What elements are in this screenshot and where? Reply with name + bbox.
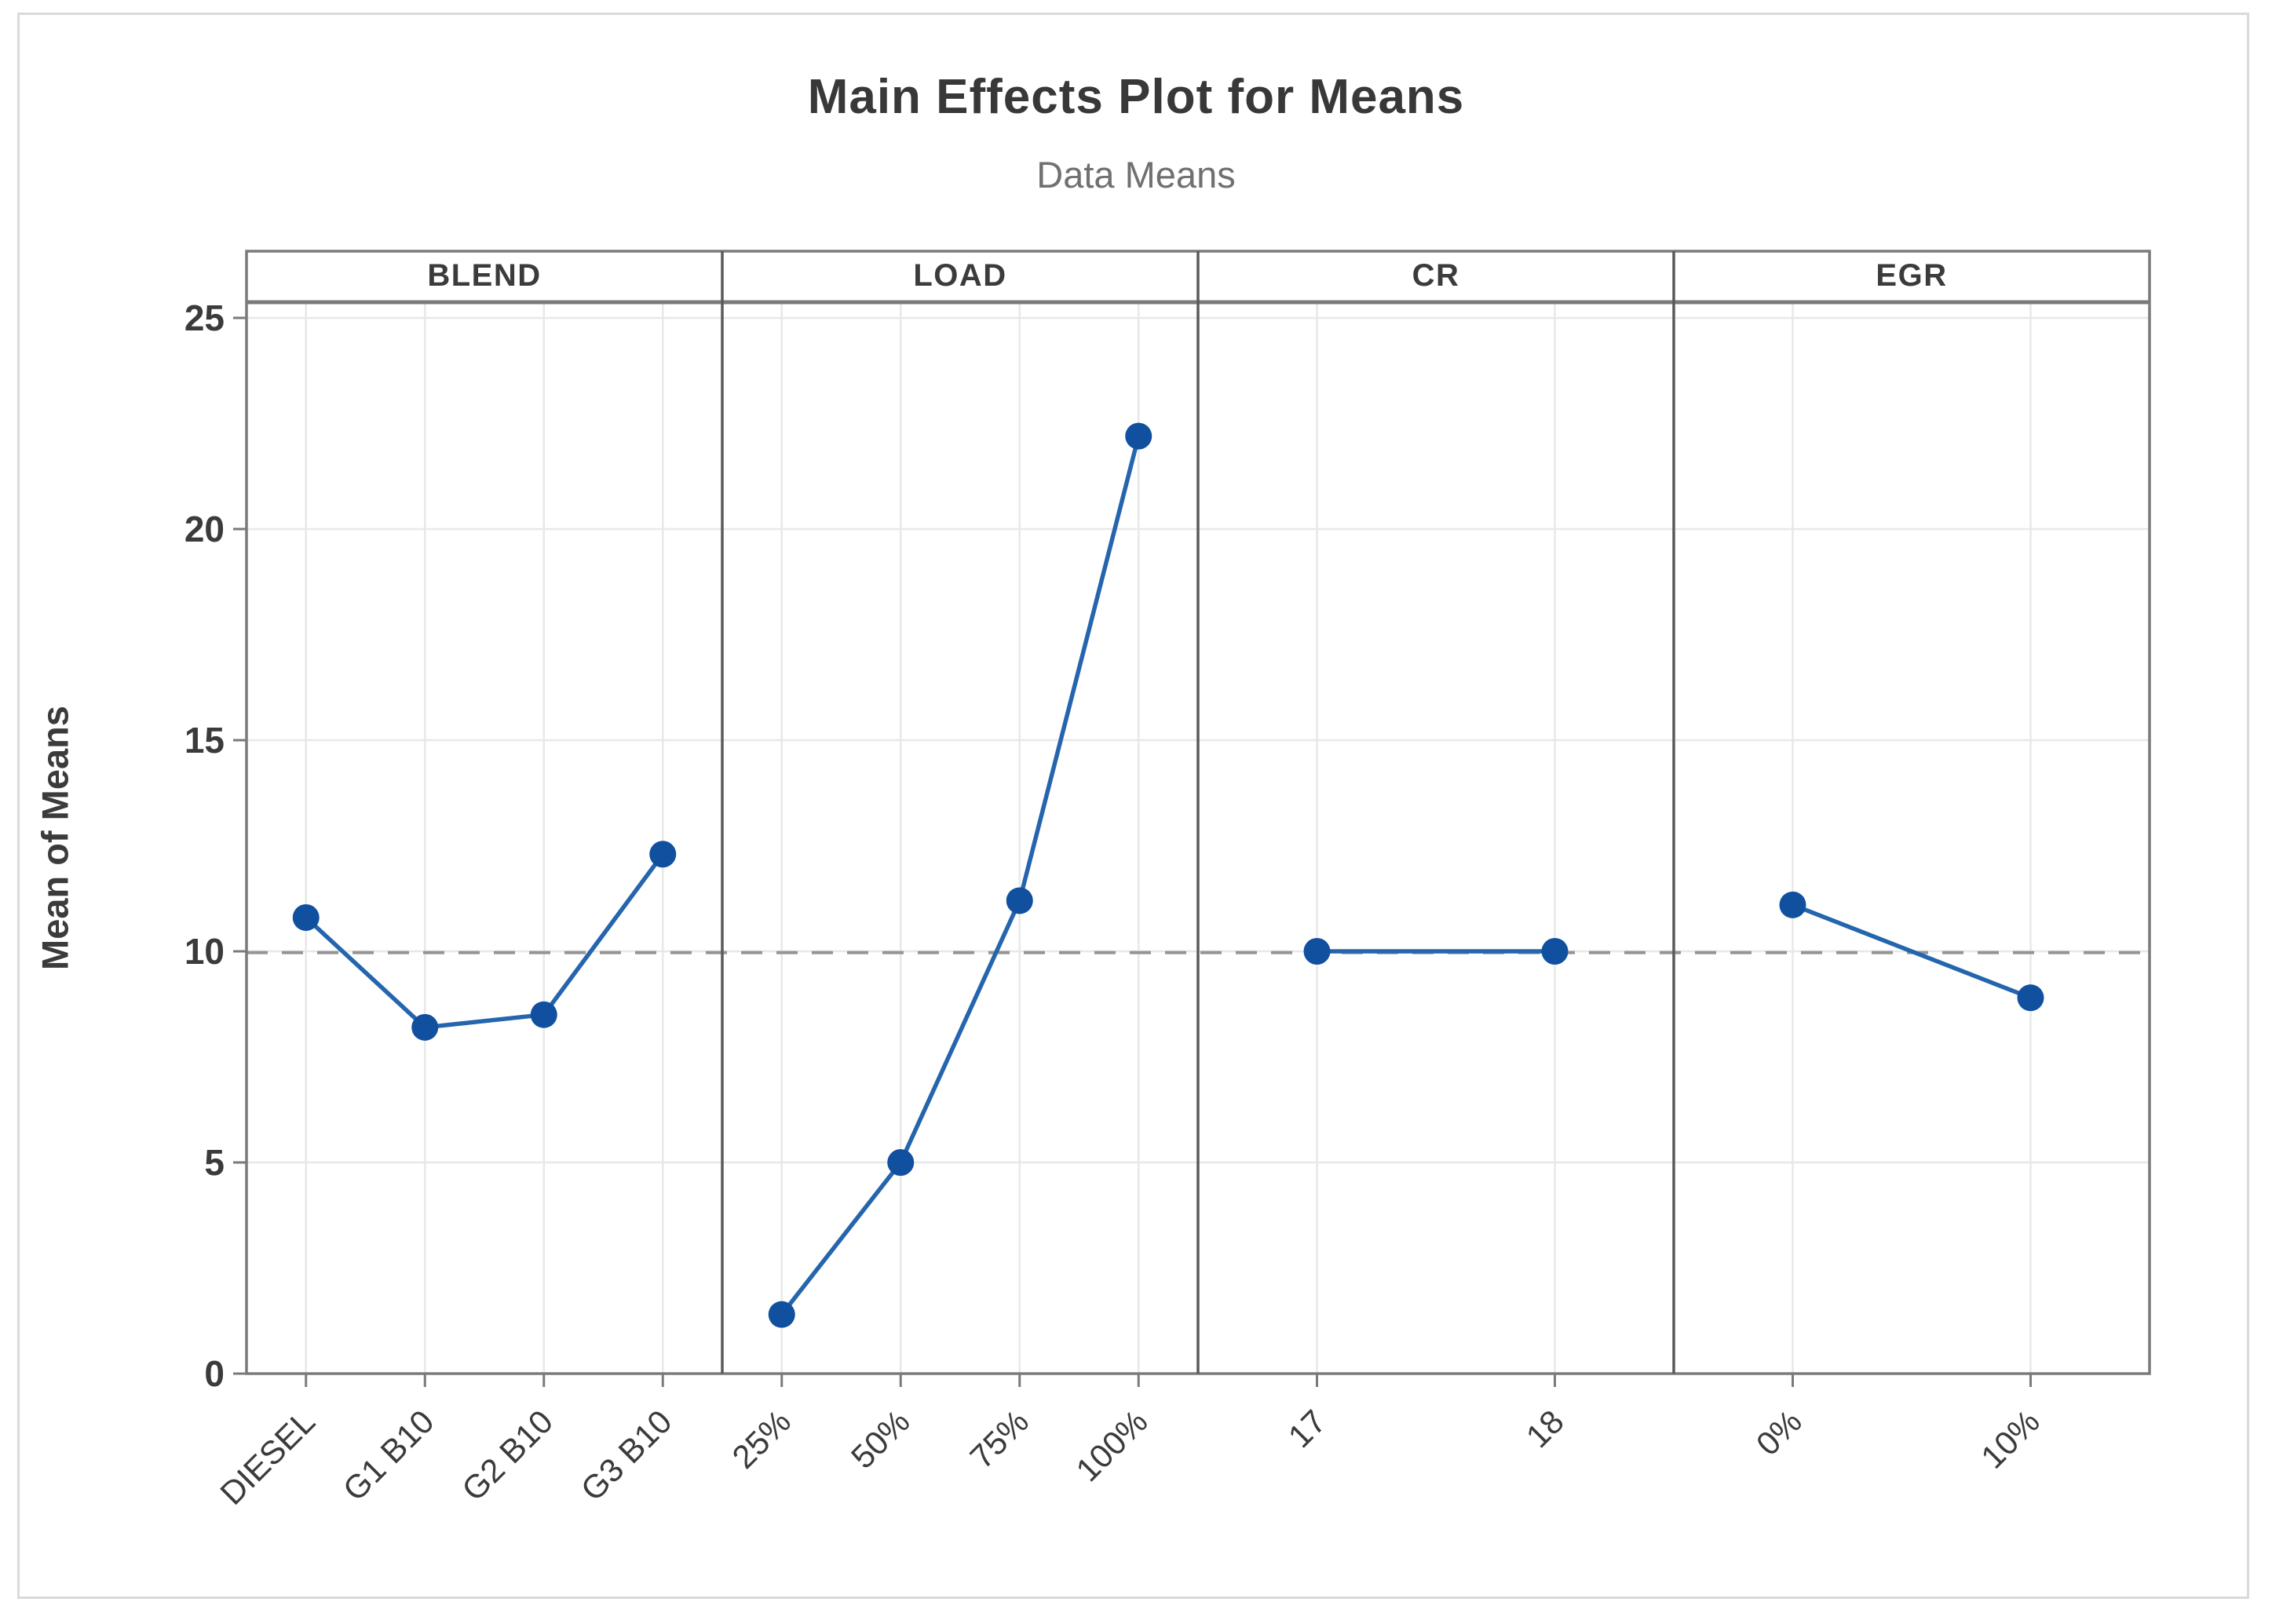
panel-header-label: LOAD: [913, 258, 1006, 293]
x-tick-label: 17: [1281, 1403, 1333, 1454]
panel-header-label: EGR: [1876, 258, 1947, 293]
x-tick-label: 75%: [962, 1403, 1036, 1476]
x-tick-label: G2 B10: [455, 1403, 560, 1508]
data-point: [292, 903, 320, 931]
chart-border: [17, 13, 2249, 1599]
y-tick-label: 0: [204, 1353, 225, 1394]
x-tick-label: G1 B10: [336, 1403, 441, 1508]
series-line: [304, 852, 665, 1030]
data-point: [411, 1013, 439, 1041]
panel-header-label: CR: [1412, 258, 1460, 293]
series-line: [1792, 903, 2032, 1000]
x-tick-label: 50%: [844, 1403, 917, 1476]
data-point: [649, 841, 677, 868]
data-point: [1125, 422, 1152, 450]
x-tick-label: 0%: [1749, 1403, 1809, 1462]
y-tick-label: 10: [184, 931, 225, 972]
panel-header-label: BLEND: [427, 258, 541, 293]
y-tick-label: 25: [184, 297, 225, 338]
data-point: [1006, 887, 1033, 914]
page-subtitle: Data Means: [1036, 154, 1236, 195]
y-tick-label: 20: [184, 509, 225, 549]
data-point: [1303, 938, 1331, 965]
x-tick-label: G3 B10: [574, 1403, 679, 1508]
data-point: [1541, 938, 1569, 965]
page-title: Main Effects Plot for Means: [807, 70, 1465, 124]
y-tick-label: 15: [184, 720, 225, 761]
series-line: [780, 435, 1141, 1316]
data-point: [887, 1149, 915, 1176]
x-tick-label: DIESEL: [213, 1403, 322, 1512]
x-tick-label: 100%: [1068, 1403, 1154, 1488]
x-tick-label: 10%: [1974, 1403, 2047, 1476]
x-tick-label: 25%: [725, 1403, 798, 1476]
data-point: [2017, 984, 2044, 1012]
data-point: [768, 1301, 795, 1328]
y-tick-label: 5: [204, 1142, 225, 1183]
data-point: [530, 1001, 557, 1028]
x-tick-label: 18: [1519, 1403, 1571, 1454]
data-point: [1779, 891, 1806, 918]
